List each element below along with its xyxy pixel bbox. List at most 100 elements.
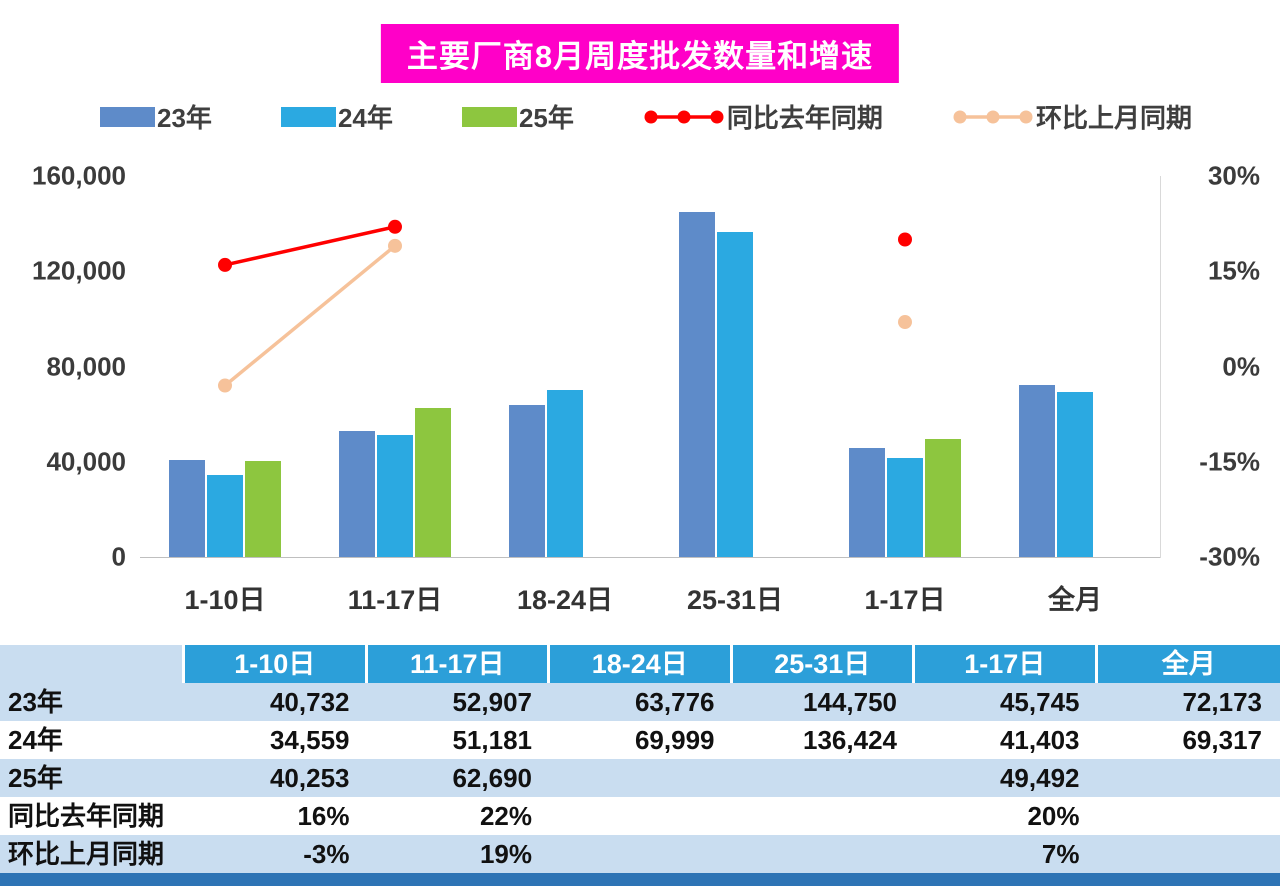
table-cell: 34,559 [185,721,368,759]
bar-23年-1-10日 [169,460,205,557]
table-cell: 16% [185,797,368,835]
bar-25年-11-17日 [415,407,451,557]
left-axis-tick: 120,000 [32,255,126,286]
legend-line-swatch-3 [644,110,724,123]
table-cell: 62,690 [367,759,550,797]
legend-item: 环比上月同期 [952,98,1192,135]
x-axis-baseline [140,557,1160,558]
table-row-label: 同比去年同期 [0,797,185,835]
bar-23年-25-31日 [679,212,715,557]
table-header-cell: 全月 [1097,645,1280,683]
data-table: 1-10日 11-17日 18-24日 25-31日 1-17日 全月 23年 40,732… [0,645,1280,873]
x-axis-labels: 1-10日 11-17日 18-24日 25-31日 1-17日 全月 [140,578,1160,622]
table-header-cell: 18-24日 [550,645,733,683]
bar-series-container [140,176,1160,557]
table-row-label: 23年 [0,683,185,721]
table-row: 25年 40,253 62,690 49,492 [0,759,1280,797]
legend-label: 环比上月同期 [1035,103,1192,133]
x-axis-label: 全月 [1048,585,1102,615]
chart-title: 主要厂商8月周度批发数量和增速 [380,24,900,83]
table-cell: 22% [367,797,550,835]
table-header-cell: 11-17日 [367,645,550,683]
right-axis-tick: 15% [1207,255,1260,286]
table-bottom-bar [0,873,1280,886]
table-cell: -3% [185,835,368,873]
table-row: 同比去年同期 16% 22% 20% [0,797,1280,835]
bar-24年-1-17日 [887,458,923,557]
table-cell [550,835,733,873]
table-cell: 49,492 [915,759,1098,797]
table-header-cell: 1-17日 [915,645,1098,683]
table-cell: 51,181 [367,721,550,759]
table-cell: 63,776 [550,683,733,721]
table-row-label: 25年 [0,759,185,797]
table-cell: 52,907 [367,683,550,721]
left-axis-tick: 80,000 [46,351,126,381]
table-cell: 136,424 [732,721,915,759]
legend-item: 同比去年同期 [643,98,883,135]
legend-swatch-1 [280,106,336,127]
table-cell: 19% [367,835,550,873]
table-cell: 40,732 [185,683,368,721]
legend-line-swatch-4 [953,110,1033,123]
bar-24年-全月 [1057,391,1093,557]
table-header-cell [0,645,185,683]
table-row: 23年 40,732 52,907 63,776 144,750 45,745 72,173 [0,683,1280,721]
bar-23年-1-17日 [849,448,885,557]
table-cell: 72,173 [1097,683,1280,721]
x-axis-label: 1-17日 [864,585,946,615]
right-axis-tick: 0% [1222,351,1260,381]
table-header-cell: 25-31日 [732,645,915,683]
x-axis-label: 1-10日 [184,585,266,615]
table-header-cell: 1-10日 [185,645,368,683]
legend-item: 25年 [461,98,574,135]
bar-24年-25-31日 [717,232,753,557]
x-axis-label: 25-31日 [686,585,784,615]
table-header-row: 1-10日 11-17日 18-24日 25-31日 1-17日 全月 [0,645,1280,683]
bar-23年-11-17日 [339,431,375,557]
right-axis-tick: -15% [1199,446,1260,477]
left-axis-tick: 40,000 [46,446,126,477]
legend-label: 25年 [518,103,574,133]
right-axis-line [1160,176,1161,558]
bar-23年-全月 [1019,385,1055,557]
table-cell: 40,253 [185,759,368,797]
table-cell [732,759,915,797]
table-cell [550,797,733,835]
table-cell [1097,759,1280,797]
table-cell: 41,403 [915,721,1098,759]
table-cell: 69,999 [550,721,733,759]
chart-legend: 23年 24年 25年 同比去年同期 环比上月同期 [100,98,1192,135]
table-row: 环比上月同期 -3% 19% 7% [0,835,1280,873]
plot-area [140,176,1160,557]
bar-23年-18-24日 [509,405,545,557]
bar-24年-18-24日 [547,390,583,557]
table-cell: 20% [915,797,1098,835]
left-axis-tick: 160,000 [32,160,126,191]
table-cell: 45,745 [915,683,1098,721]
legend-label: 23年 [157,103,212,133]
right-axis-tick: 30% [1207,160,1260,191]
right-axis-tick: -30% [1199,541,1260,572]
table-cell [550,759,733,797]
legend-item: 23年 [100,98,212,135]
table-cell [732,797,915,835]
legend-swatch-2 [461,106,517,127]
right-axis-labels: 30% 15% 0% -15% -30% [1168,161,1260,572]
bar-25年-1-17日 [925,439,961,557]
legend-label: 24年 [337,103,393,133]
table-cell: 69,317 [1097,721,1280,759]
x-axis-label: 18-24日 [516,585,614,615]
legend-item: 24年 [280,98,393,135]
x-axis-label: 11-17日 [347,585,443,615]
bar-25年-1-10日 [245,461,281,557]
table-cell [732,835,915,873]
left-axis-tick: 0 [111,541,126,572]
weekly-wholesale-chart: 主要厂商8月周度批发数量和增速 23年 24年 25年 同比去年同期 环比上月同期 … [32,24,1260,622]
table-cell: 144,750 [732,683,915,721]
table-cell [1097,835,1280,873]
table-row-label: 环比上月同期 [0,835,185,873]
table-body: 23年 40,732 52,907 63,776 144,750 45,745 72,173… [0,683,1280,873]
legend-swatch-0 [100,106,155,127]
legend-label: 同比去年同期 [726,103,883,133]
